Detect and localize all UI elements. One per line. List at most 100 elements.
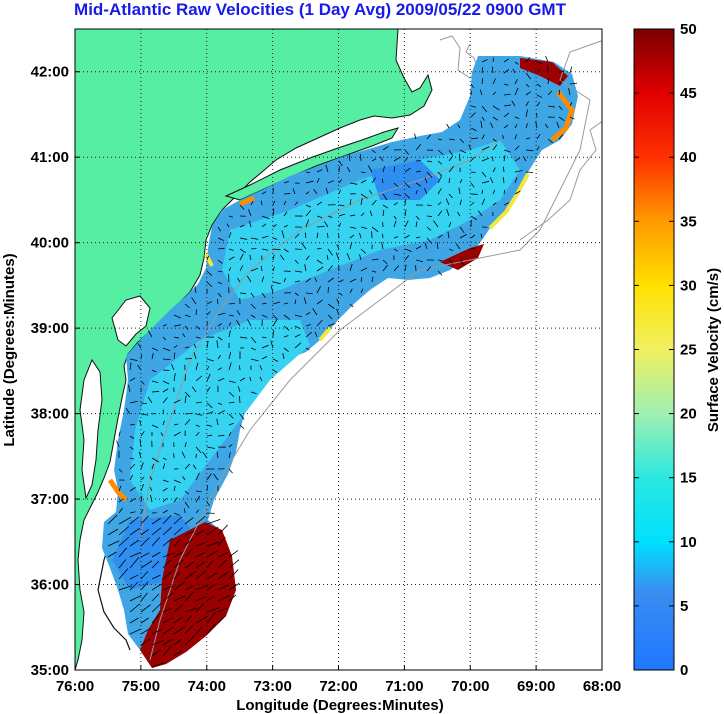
- velocity-arrow: [305, 210, 312, 217]
- y-axis-label: Latitude (Degrees:Minutes): [1, 253, 18, 446]
- velocity-arrow: [217, 281, 222, 285]
- x-axis-label: Longitude (Degrees:Minutes): [236, 697, 444, 714]
- velocity-arrow: [327, 303, 335, 309]
- velocity-arrow: [393, 193, 402, 196]
- velocity-arrow: [415, 190, 418, 195]
- velocity-arrow: [118, 485, 122, 492]
- velocity-arrow: [228, 468, 233, 474]
- velocity-arrow: [213, 473, 219, 481]
- colorbar-tick-label: 50: [680, 21, 697, 38]
- velocity-arrow: [470, 247, 476, 250]
- velocity-arrow: [228, 550, 239, 558]
- velocity-arrow: [140, 354, 143, 360]
- colorbar-tick-label: 20: [680, 406, 697, 423]
- velocity-arrow: [217, 292, 222, 298]
- velocity-arrow: [162, 420, 165, 426]
- velocity-arrow: [184, 585, 194, 591]
- velocity-arrow: [481, 59, 488, 63]
- velocity-arrow: [359, 232, 362, 239]
- velocity-arrow: [404, 157, 408, 162]
- velocity-arrow: [492, 189, 496, 195]
- velocity-arrow: [206, 373, 211, 382]
- velocity-arrow: [228, 401, 235, 404]
- velocity-arrow: [118, 499, 123, 503]
- velocity-arrow: [393, 220, 397, 228]
- velocity-arrow: [404, 220, 409, 228]
- velocity-arrow: [151, 463, 155, 470]
- velocity-arrow: [239, 396, 241, 404]
- velocity-arrow: [446, 208, 450, 217]
- velocity-arrow: [481, 134, 485, 140]
- velocity-arrow: [192, 464, 197, 470]
- velocity-arrow: [228, 256, 235, 261]
- velocity-arrow: [140, 638, 151, 646]
- velocity-arrow: [349, 263, 353, 272]
- velocity-arrow: [481, 116, 485, 121]
- velocity-arrow: [236, 320, 241, 327]
- velocity-arrow: [151, 457, 159, 463]
- velocity-arrow: [261, 235, 269, 239]
- velocity-arrow: [294, 233, 300, 239]
- velocity-arrow: [325, 164, 329, 173]
- velocity-arrow: [480, 120, 483, 129]
- velocity-arrow: [217, 323, 223, 327]
- velocity-arrow: [433, 220, 439, 228]
- velocity-arrow: [304, 232, 307, 239]
- velocity-arrow: [250, 347, 256, 351]
- velocity-arrow: [270, 340, 274, 349]
- velocity-arrow: [151, 527, 162, 536]
- velocity-arrow: [346, 166, 351, 173]
- velocity-arrow: [261, 314, 268, 318]
- velocity-arrow: [151, 613, 161, 624]
- velocity-arrow: [272, 208, 275, 217]
- velocity-arrow: [173, 324, 182, 327]
- velocity-arrow: [116, 440, 120, 448]
- velocity-arrow: [217, 584, 229, 591]
- velocity-arrow: [415, 170, 421, 173]
- velocity-arrow: [458, 187, 461, 195]
- velocity-arrow: [162, 607, 172, 613]
- velocity-arrow: [228, 569, 239, 580]
- velocity-arrow: [316, 286, 321, 294]
- blue-patch-south: [112, 515, 200, 590]
- velocity-arrow: [195, 616, 208, 624]
- velocity-arrow: [393, 202, 398, 206]
- velocity-arrow: [107, 528, 119, 536]
- velocity-arrow: [536, 61, 543, 64]
- velocity-arrow: [525, 109, 529, 118]
- velocity-arrow: [349, 199, 352, 206]
- colorbar-tick-label: 10: [680, 534, 697, 551]
- blue-patch-north: [370, 160, 440, 200]
- velocity-arrow: [282, 353, 285, 360]
- velocity-arrow: [261, 223, 267, 228]
- velocity-arrow: [184, 419, 191, 426]
- velocity-arrow: [481, 67, 484, 74]
- velocity-arrow: [492, 138, 497, 142]
- velocity-arrow: [184, 591, 195, 602]
- velocity-arrow: [492, 144, 498, 151]
- velocity-arrow: [294, 299, 297, 305]
- velocity-arrow: [360, 277, 363, 283]
- velocity-arrow: [228, 582, 240, 591]
- velocity-arrow: [247, 319, 252, 327]
- velocity-arrow: [470, 127, 477, 132]
- velocity-arrow: [118, 507, 123, 514]
- velocity-arrow: [349, 182, 358, 185]
- velocity-arrow: [272, 266, 275, 272]
- velocity-arrow: [129, 400, 138, 404]
- velocity-arrow: [470, 171, 476, 173]
- velocity-arrow: [272, 314, 278, 320]
- velocity-arrow: [140, 515, 149, 525]
- velocity-arrow: [151, 602, 162, 613]
- velocity-arrow: [327, 265, 333, 272]
- velocity-arrow: [127, 384, 131, 393]
- velocity-arrow: [206, 518, 221, 525]
- velocity-arrow: [489, 177, 494, 184]
- velocity-arrow: [184, 615, 192, 624]
- velocity-arrow: [261, 276, 265, 283]
- velocity-arrow: [305, 331, 312, 338]
- velocity-arrow: [393, 248, 399, 252]
- velocity-arrow: [162, 324, 167, 327]
- velocity-arrow: [368, 189, 373, 195]
- velocity-arrow: [360, 288, 364, 294]
